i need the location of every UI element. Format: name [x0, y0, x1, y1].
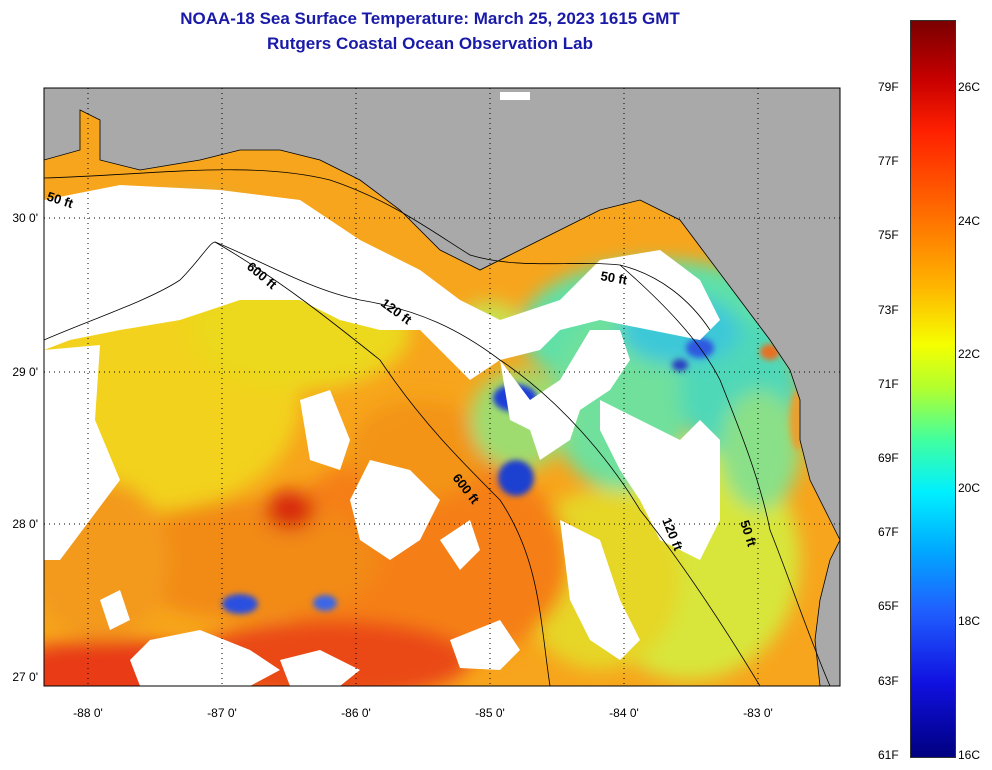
colorbar-label-f: 63F	[878, 674, 899, 688]
colorbar-label-f: 61F	[878, 748, 899, 762]
latitude-label: 30 0'	[12, 211, 38, 225]
longitude-label: -84 0'	[609, 706, 639, 720]
colorbar-label-f: 71F	[878, 377, 899, 391]
longitude-label: -85 0'	[475, 706, 505, 720]
temperature-colorbar	[910, 20, 956, 758]
colorbar-label-c: 20C	[958, 481, 981, 495]
latitude-label: 29 0'	[12, 365, 38, 379]
isobath-lines	[44, 169, 831, 686]
longitude-label: -88 0'	[73, 706, 103, 720]
map-subtitle: Rutgers Coastal Ocean Observation Lab	[267, 34, 593, 53]
colorbar-label-c: 18C	[958, 614, 981, 628]
colorbar-label-f: 75F	[878, 228, 899, 242]
longitude-label: -87 0'	[207, 706, 237, 720]
map-frame	[43, 87, 841, 687]
latitude-label: 28 0'	[12, 517, 38, 531]
colorbar-label-c: 22C	[958, 347, 981, 361]
colorbar-label-f: 79F	[878, 80, 899, 94]
longitude-label: -83 0'	[743, 706, 773, 720]
colorbar-label-f: 69F	[878, 451, 899, 465]
map-title: NOAA-18 Sea Surface Temperature: March 2…	[180, 9, 680, 28]
land-mass	[44, 88, 840, 686]
longitude-label: -86 0'	[341, 706, 371, 720]
cloud-mask	[44, 185, 720, 686]
colorbar-label-c: 16C	[958, 748, 981, 762]
isobath-label: 50 ft	[599, 268, 629, 288]
colorbar-label-f: 77F	[878, 154, 899, 168]
colorbar-label-c: 24C	[958, 214, 981, 228]
colorbar-label-f: 67F	[878, 525, 899, 539]
colorbar-label-f: 73F	[878, 303, 899, 317]
latitude-label: 27 0'	[12, 670, 38, 684]
colorbar-label-f: 65F	[878, 599, 899, 613]
colorbar-label-c: 26C	[958, 80, 981, 94]
